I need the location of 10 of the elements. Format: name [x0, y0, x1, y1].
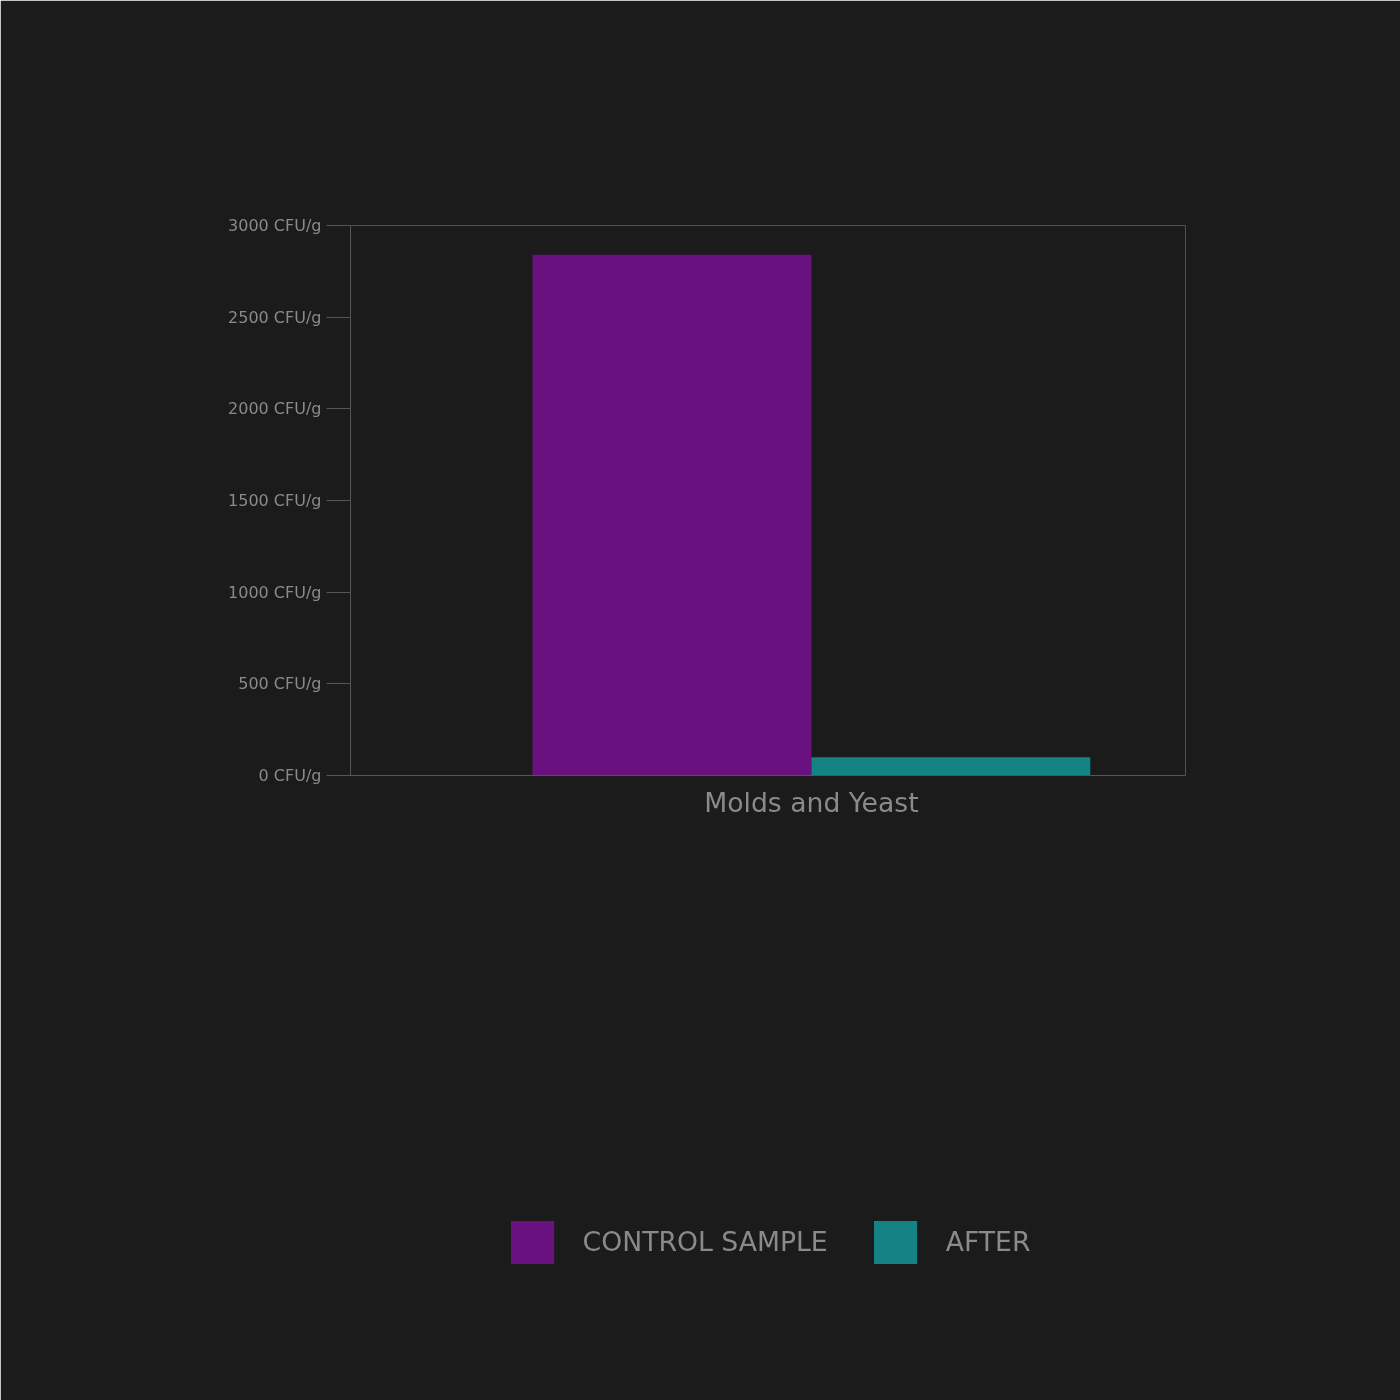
y-tick-label: 1500 CFU/g	[228, 491, 322, 510]
legend-label: CONTROL SAMPLE	[582, 1226, 828, 1257]
legend-label: AFTER	[945, 1226, 1031, 1257]
y-tick-label: 2000 CFU/g	[228, 399, 322, 419]
y-tick-label: 0 CFU/g	[258, 766, 322, 785]
y-tick-label: 500 CFU/g	[238, 674, 322, 694]
y-tick-label: 3000 CFU/g	[228, 216, 322, 235]
x-tick-label: Molds and Yeast	[704, 786, 919, 818]
y-tick-label: 1000 CFU/g	[228, 582, 322, 602]
y-tick-label: 2500 CFU/g	[228, 307, 322, 327]
